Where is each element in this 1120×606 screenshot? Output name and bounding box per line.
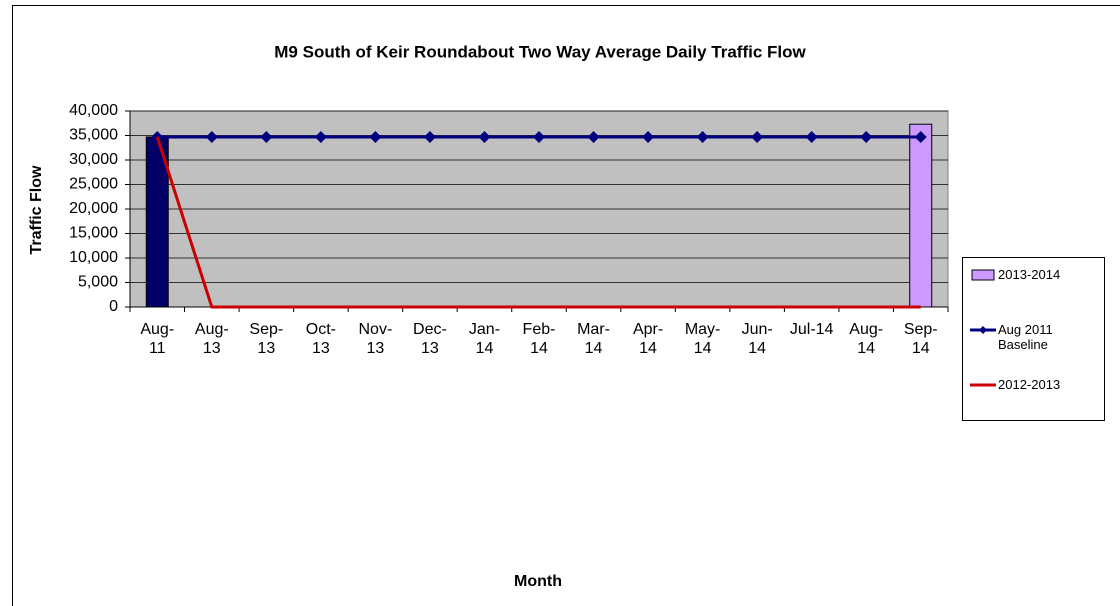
legend-swatch bbox=[971, 269, 995, 281]
marker bbox=[587, 130, 600, 143]
marker bbox=[533, 130, 545, 143]
bar bbox=[909, 123, 933, 308]
y-axis-label: Traffic Flow bbox=[28, 165, 45, 254]
x-tick-label: Aug-13 bbox=[194, 321, 229, 357]
marker bbox=[205, 130, 218, 143]
marker bbox=[805, 130, 818, 143]
chart-title: M9 South of Keir Roundabout Two Way Aver… bbox=[274, 42, 806, 61]
x-tick-label: Oct-13 bbox=[305, 321, 336, 357]
legend-label: 2013-2014 bbox=[998, 267, 1061, 282]
x-tick-label: Jul-14 bbox=[789, 321, 834, 338]
x-tick-label: Nov-13 bbox=[358, 321, 393, 357]
marker bbox=[478, 130, 491, 143]
y-tick-label: 0 bbox=[109, 298, 118, 315]
marker bbox=[751, 130, 764, 143]
legend-label: 2012-2013 bbox=[998, 377, 1061, 392]
x-tick-label: Sep-14 bbox=[903, 321, 938, 357]
x-tick-label: Jan-14 bbox=[468, 321, 501, 357]
y-tick-label: 15,000 bbox=[69, 225, 118, 242]
y-tick-label: 35,000 bbox=[69, 127, 118, 144]
marker bbox=[696, 130, 709, 143]
y-tick-label: 10,000 bbox=[69, 249, 118, 266]
legend-marker bbox=[979, 326, 987, 334]
x-tick-label: Sep-13 bbox=[249, 321, 284, 357]
marker bbox=[260, 130, 273, 143]
x-tick-label: Jun-14 bbox=[741, 321, 773, 357]
x-tick-label: Aug-11 bbox=[140, 321, 175, 357]
legend bbox=[962, 257, 1105, 421]
x-axis-label: Month bbox=[514, 573, 562, 590]
y-tick-label: 5,000 bbox=[78, 274, 118, 291]
marker bbox=[369, 130, 382, 143]
x-tick-label: Dec-13 bbox=[413, 321, 447, 357]
x-tick-label: Aug-14 bbox=[849, 321, 884, 357]
x-tick-label: Apr-14 bbox=[632, 321, 664, 357]
y-tick-label: 25,000 bbox=[69, 176, 118, 193]
marker bbox=[423, 130, 436, 143]
marker bbox=[314, 130, 327, 143]
x-tick-label: May-14 bbox=[684, 321, 721, 357]
legend-label: Aug 2011 Baseline bbox=[998, 322, 1053, 352]
y-tick-label: 30,000 bbox=[69, 151, 118, 168]
y-tick-label: 20,000 bbox=[69, 200, 118, 217]
x-tick-label: Mar-14 bbox=[577, 321, 610, 357]
x-tick-label: Feb-14 bbox=[522, 321, 556, 357]
marker bbox=[860, 130, 873, 143]
marker bbox=[914, 130, 927, 143]
y-tick-label: 40,000 bbox=[69, 102, 118, 119]
marker bbox=[642, 130, 655, 143]
line bbox=[155, 136, 921, 309]
